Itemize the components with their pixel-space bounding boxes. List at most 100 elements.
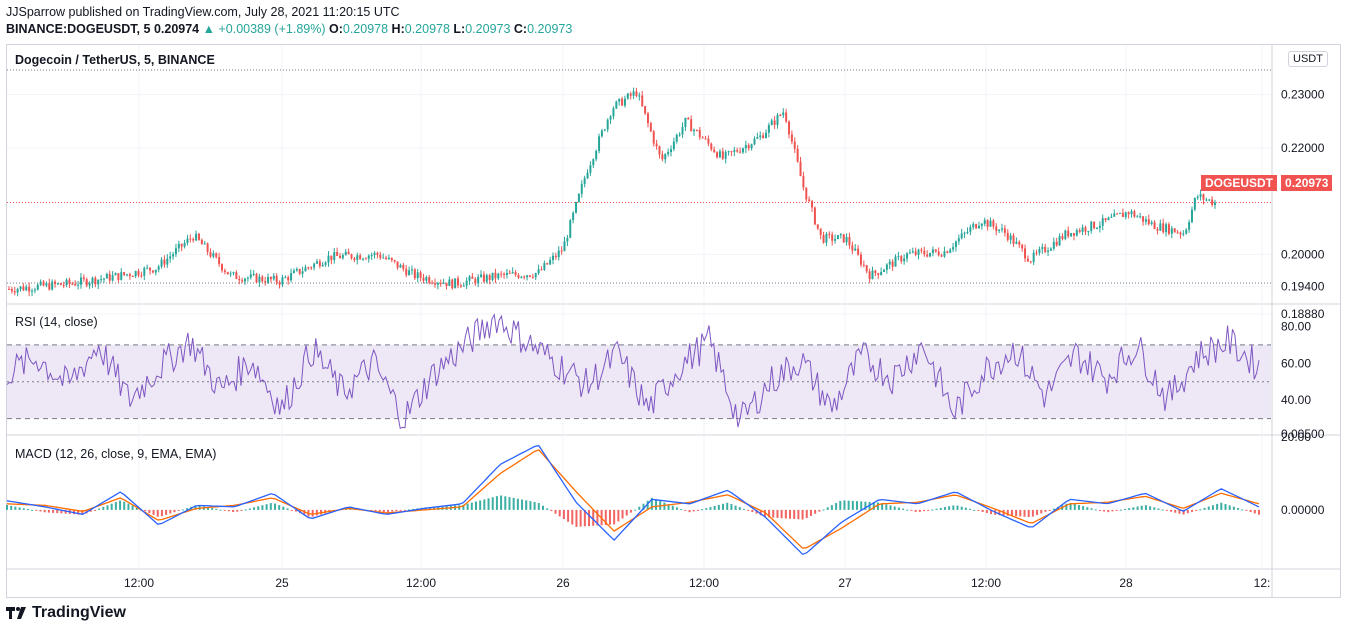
candle-body [385,257,388,259]
macd-hist-bar [387,509,390,513]
macd-hist-bar [290,509,293,511]
symbol-label: BINANCE:DOGEUSDT, 5 [6,22,151,36]
candle-body [937,251,940,256]
macd-hist-bar [533,501,536,510]
macd-hist-bar [135,507,138,510]
macd-hist-bar [1153,507,1156,510]
macd-hist-bar [742,508,745,510]
candle-body [1165,224,1168,233]
rsi-tick-label: 20.00 [1281,430,1311,444]
candle-body [877,273,880,275]
macd-hist-bar [864,501,867,510]
macd-hist-bar [692,509,695,512]
candle-body [1127,212,1130,215]
macd-hist-bar [483,499,486,510]
candle-body [670,149,673,152]
macd-hist-bar [1140,505,1143,510]
candle-body [782,112,785,116]
macd-hist-bar [1082,506,1085,510]
candle-body [646,113,649,124]
macd-hist-bar [814,509,817,514]
macd-hist-bar [608,509,611,525]
macd-hist-bar [973,509,976,511]
candle-body [200,239,203,245]
candle-body [741,148,744,153]
candle-body [710,143,713,150]
macd-hist-bar [537,503,540,510]
candle-body [672,141,675,150]
candle-body [1012,235,1015,244]
macd-hist-bar [123,501,126,510]
candle-body [612,108,615,117]
macd-hist-bar [173,509,176,513]
candle-body [105,273,108,279]
candle-body [324,262,327,265]
macd-hist-bar [516,498,519,510]
candle-body [718,151,721,158]
macd-hist-bar [1040,509,1043,514]
candle-body [301,271,304,274]
candle-body [799,161,802,177]
candle-body [727,151,730,153]
candle-body [1167,224,1170,234]
candle-body [952,247,955,250]
macd-hist-bar [491,497,494,510]
price-tick-label: 0.23000 [1281,88,1325,102]
candle-body [370,255,373,257]
candle-body [649,123,652,132]
candle-body [644,106,647,114]
candle-body [482,274,485,282]
candle-body [108,273,111,281]
footer-branding[interactable]: TradingView [6,604,126,622]
candle-body [678,134,681,136]
macd-hist-bar [546,508,549,510]
candle-body [405,268,408,276]
close-label: C: [513,22,528,36]
macd-hist-bar [1015,509,1018,517]
candle-body [128,274,131,277]
macd-hist-bar [223,509,226,511]
candle-body [229,273,232,275]
candle-body [882,269,885,272]
macd-hist-bar [219,509,222,511]
candle-body [425,277,428,281]
candle-body [1047,250,1050,253]
candle-body [330,255,333,261]
macd-hist-bar [378,509,381,512]
macd-hist-bar [688,509,691,513]
candle-body [71,283,74,285]
main-pane-title: Dogecoin / TetherUS, 5, BINANCE [15,53,215,67]
candle-body [713,149,716,153]
candle-body [1018,241,1021,245]
macd-hist-bar [843,500,846,510]
macd-hist-bar [638,506,641,510]
candle-body [1093,221,1096,229]
x-tick-label: 27 [838,576,852,590]
candle-body [592,159,595,166]
candle-body [59,283,62,285]
candle-body [632,91,635,96]
candle-body [1170,228,1173,234]
candle-body [508,272,511,274]
candle-body [693,129,696,132]
candle-body [408,270,411,276]
candle-body [281,277,284,285]
candle-body [339,255,342,259]
currency-button[interactable]: USDT [1288,51,1328,67]
macd-hist-bar [512,497,515,510]
candle-body [989,220,992,227]
candle-body [603,129,606,131]
macd-hist-bar [10,505,13,510]
candle-body [992,220,995,227]
candle-body [353,258,356,260]
candle-body [16,289,19,293]
candle-body [1058,236,1061,246]
close-value: 0.20973 [527,22,573,36]
candle-body [65,279,68,286]
macd-hist-bar [935,508,938,510]
macd-hist-bar [956,505,959,510]
macd-hist-bar [830,505,833,510]
candle-body [1142,216,1145,222]
candle-body [1009,235,1012,240]
